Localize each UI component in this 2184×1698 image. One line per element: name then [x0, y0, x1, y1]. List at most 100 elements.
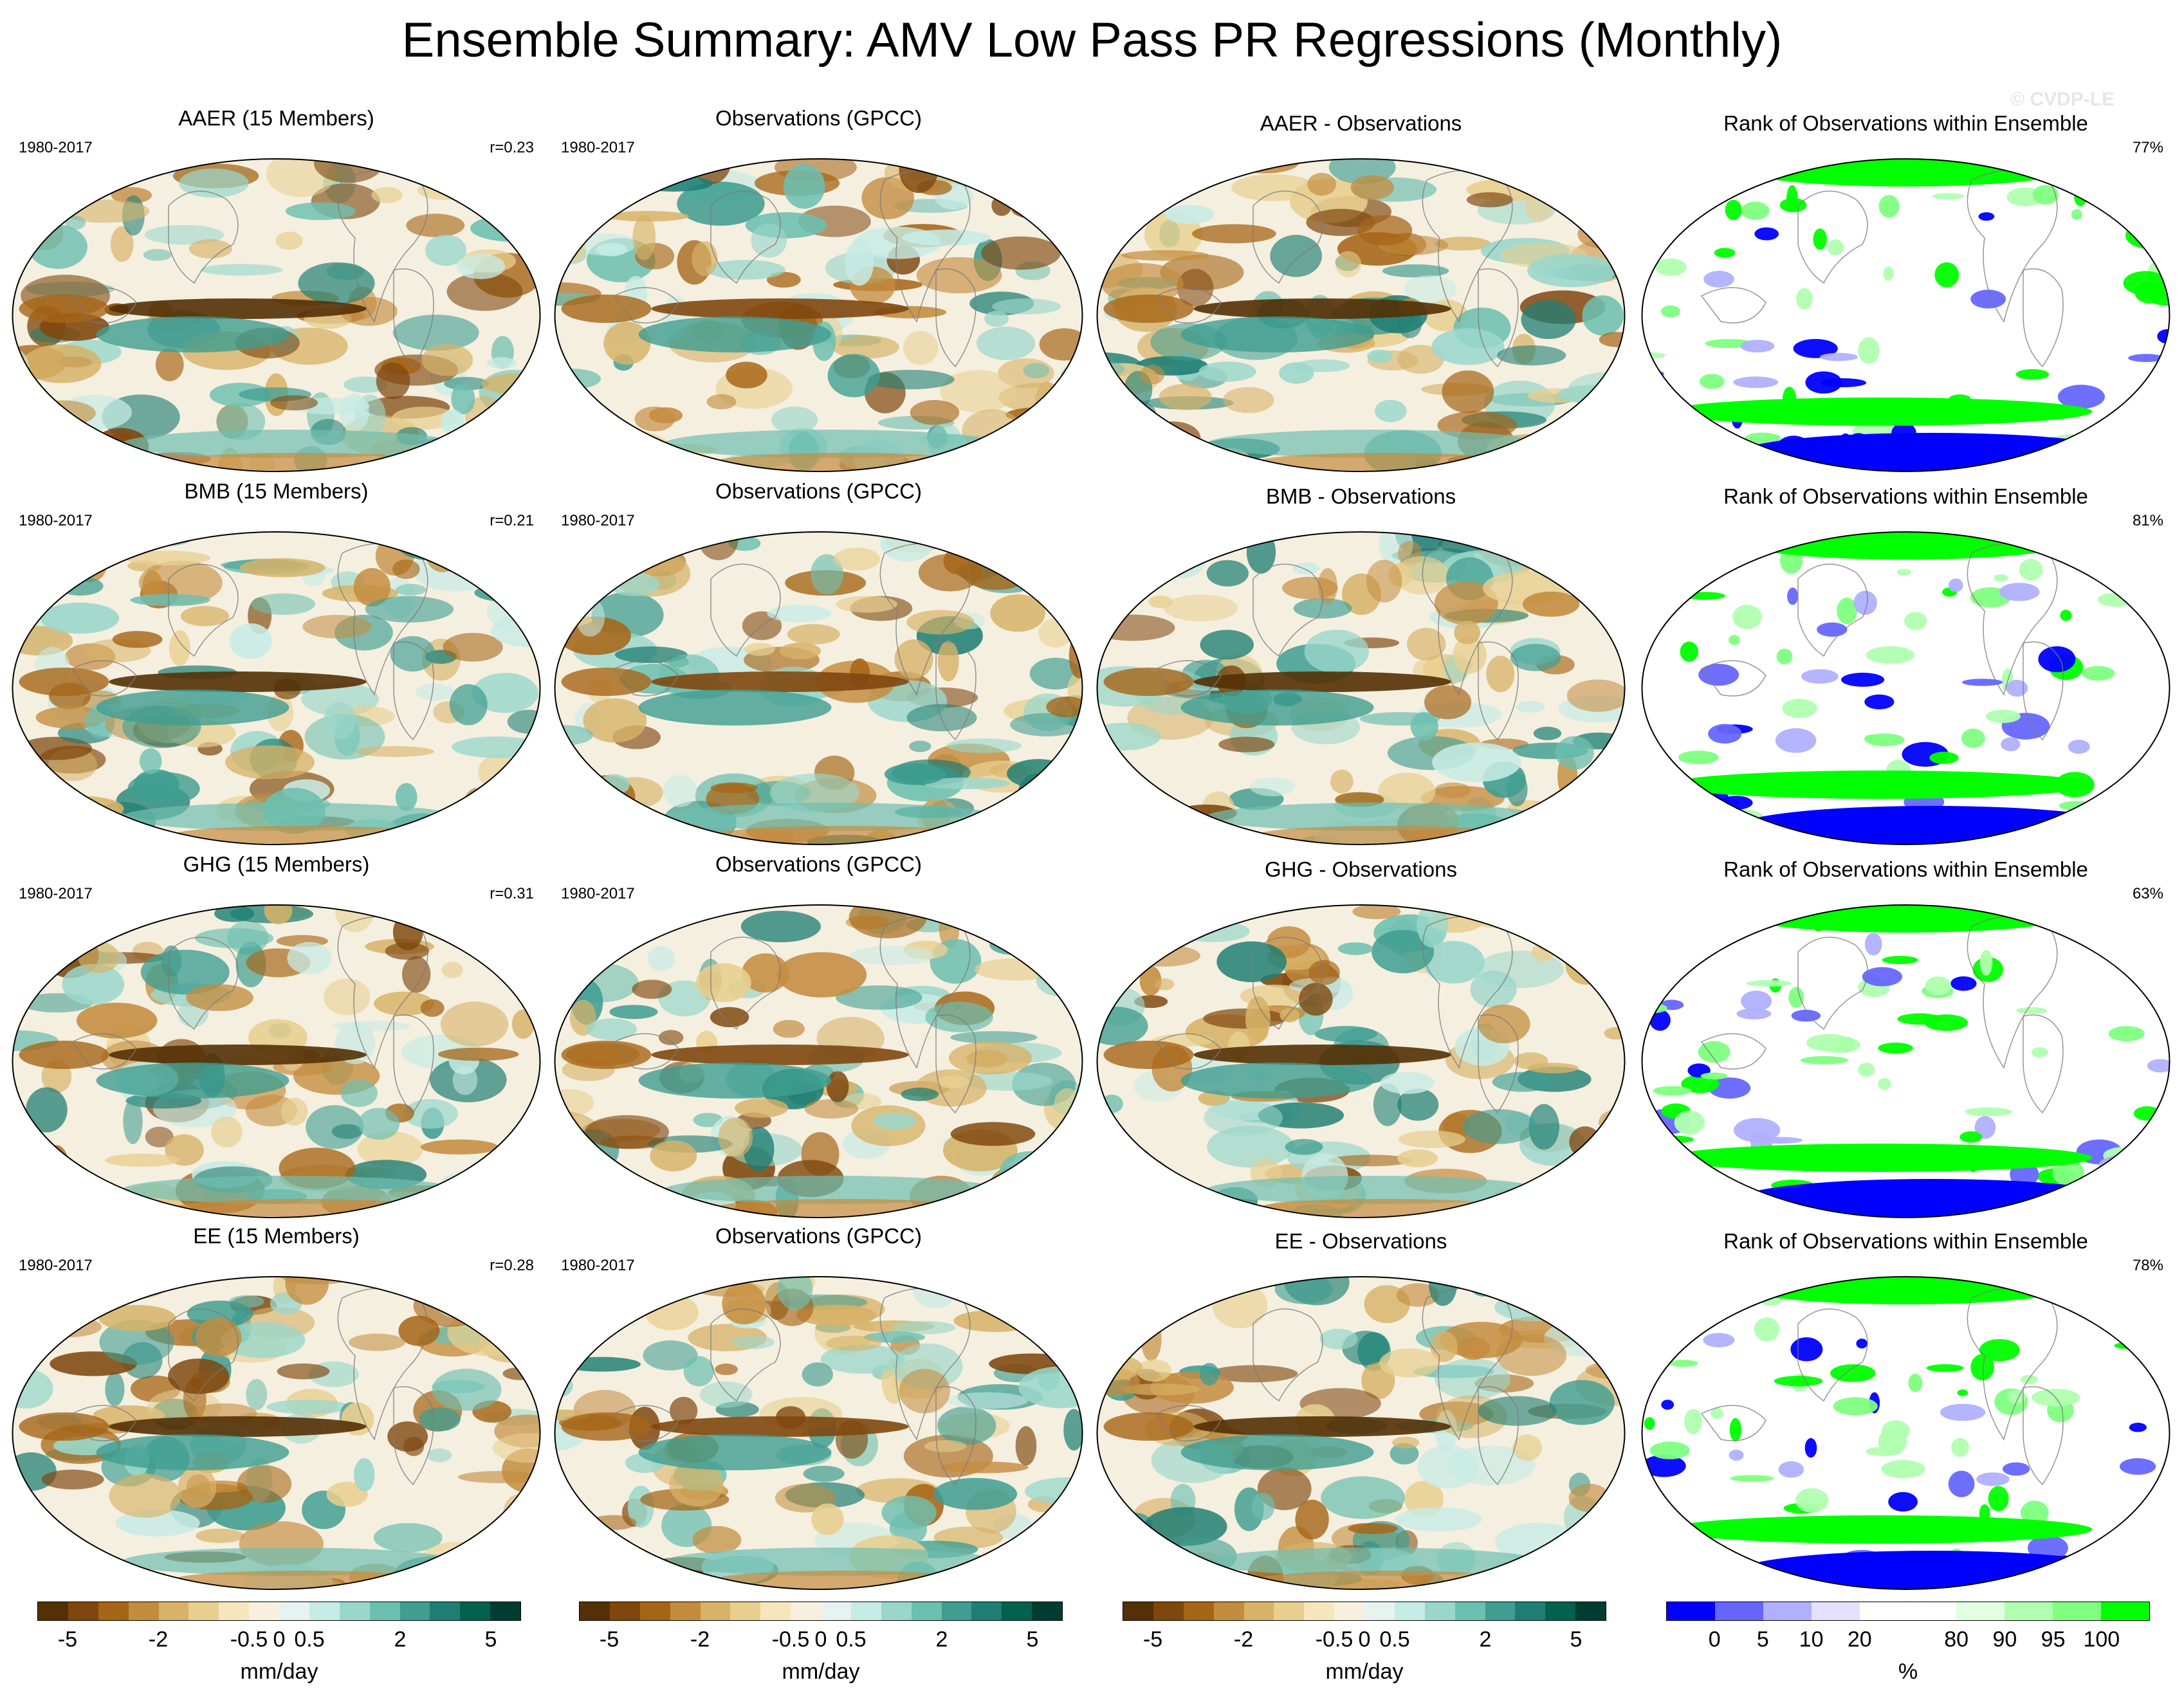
field-blob — [1155, 978, 1175, 990]
field-blob — [1199, 1362, 1219, 1386]
field-blob — [99, 1319, 174, 1365]
field-blob — [1804, 1438, 1817, 1458]
field-blob — [835, 985, 922, 1010]
colorbar-swatches — [1123, 1602, 1606, 1621]
field-blob — [1125, 1281, 1155, 1293]
field-blob — [12, 1369, 53, 1409]
field-blob — [2136, 450, 2170, 471]
field-blob — [1864, 735, 1879, 744]
coastline — [1700, 1033, 1766, 1070]
coastline — [613, 287, 679, 324]
field-blob — [1841, 672, 1885, 687]
map-panel-bmb-diff: BMB - Observations — [1092, 476, 1629, 848]
field-blob — [1661, 1400, 1675, 1410]
field-blob — [1478, 1004, 1530, 1044]
field-blob — [1740, 905, 1774, 916]
field-blob — [451, 383, 475, 415]
panel-title: BMB - Observations — [1265, 484, 1456, 508]
field-blob — [410, 534, 448, 551]
colorbar-swatch — [1153, 1602, 1184, 1620]
field-blob — [899, 1369, 950, 1414]
colorbar-swatch — [1002, 1602, 1032, 1620]
field-blob — [251, 593, 316, 615]
field-blob — [1782, 698, 1817, 718]
field-blob — [2145, 1492, 2170, 1509]
field-blob — [913, 1277, 957, 1308]
field-blob — [1736, 1008, 1772, 1019]
field-blob — [2038, 646, 2076, 673]
field-blob — [1136, 1158, 1169, 1192]
field-blob — [561, 668, 652, 696]
field-blob — [1417, 905, 1448, 948]
field-blob — [734, 1098, 789, 1118]
field-blob — [695, 963, 751, 1003]
field-blob — [2063, 1556, 2110, 1578]
field-blob — [125, 551, 211, 566]
field-blob — [1454, 621, 1481, 644]
field-blob — [2147, 1059, 2170, 1073]
field-blob — [1740, 340, 1775, 353]
map-panel-bmb-model: BMB (15 Members) 1980-2017 r=0.21 — [8, 476, 545, 848]
field-blob — [692, 241, 718, 277]
field-blob — [1653, 1086, 1692, 1096]
field-blob — [441, 962, 463, 978]
field-blob — [854, 226, 941, 259]
field-blob — [443, 632, 503, 662]
field-blob — [1431, 328, 1505, 365]
field-blob — [1141, 1317, 1162, 1362]
panel-title: Observations (GPCC) — [715, 852, 922, 876]
map-panel-aaer-obs: Observations (GPCC) 1980-2017 — [550, 103, 1087, 475]
field-blob — [1827, 239, 1844, 255]
field-blob — [449, 684, 488, 726]
field-blob — [2082, 666, 2115, 681]
field-blob — [1206, 803, 1541, 831]
map-field — [1642, 1277, 2170, 1589]
field-blob — [2115, 1533, 2138, 1553]
field-blob — [986, 430, 1031, 460]
field-blob — [1817, 1036, 1860, 1054]
colorbar-tick-label: 0 — [273, 1627, 286, 1652]
map-model — [12, 158, 541, 472]
field-blob — [1180, 316, 1374, 352]
coastline — [1478, 1014, 1519, 1114]
field-blob — [1974, 1116, 1996, 1139]
field-blob — [1292, 562, 1320, 575]
field-blob — [277, 1363, 330, 1380]
field-blob — [398, 1315, 440, 1346]
field-blob — [1948, 1470, 1975, 1497]
field-blob — [2020, 1501, 2049, 1525]
map-diff — [1096, 904, 1626, 1218]
field-blob — [1097, 1576, 1162, 1589]
field-blob — [12, 440, 84, 471]
field-blob — [1699, 374, 1725, 389]
field-blob — [421, 343, 473, 376]
year-range: 1980-2017 — [19, 139, 93, 156]
field-blob — [1136, 1359, 1171, 1382]
field-blob — [945, 1392, 1029, 1409]
field-blob — [12, 1198, 80, 1218]
field-blob — [726, 361, 767, 388]
field-blob — [169, 630, 190, 666]
field-blob — [2057, 385, 2105, 409]
map-obs — [554, 158, 1083, 472]
field-blob — [211, 1117, 243, 1148]
map-border — [554, 1276, 1083, 1590]
field-blob — [636, 824, 671, 844]
panel-title: EE - Observations — [1274, 1229, 1447, 1253]
field-blob — [452, 736, 540, 758]
field-blob — [1732, 605, 1762, 630]
field-blob — [1675, 933, 1714, 955]
field-blob — [12, 953, 43, 973]
field-blob — [239, 558, 326, 578]
field-blob — [561, 1412, 652, 1441]
field-blob — [556, 912, 643, 927]
field-blob — [109, 671, 367, 692]
colorbar-swatch — [68, 1602, 98, 1620]
field-blob — [57, 576, 104, 596]
field-blob — [1348, 1523, 1398, 1535]
field-blob — [1950, 976, 1977, 991]
field-blob — [406, 214, 465, 237]
coastline — [71, 1405, 137, 1441]
map-rank — [1641, 158, 2170, 472]
year-range: 1980-2017 — [561, 1257, 635, 1274]
